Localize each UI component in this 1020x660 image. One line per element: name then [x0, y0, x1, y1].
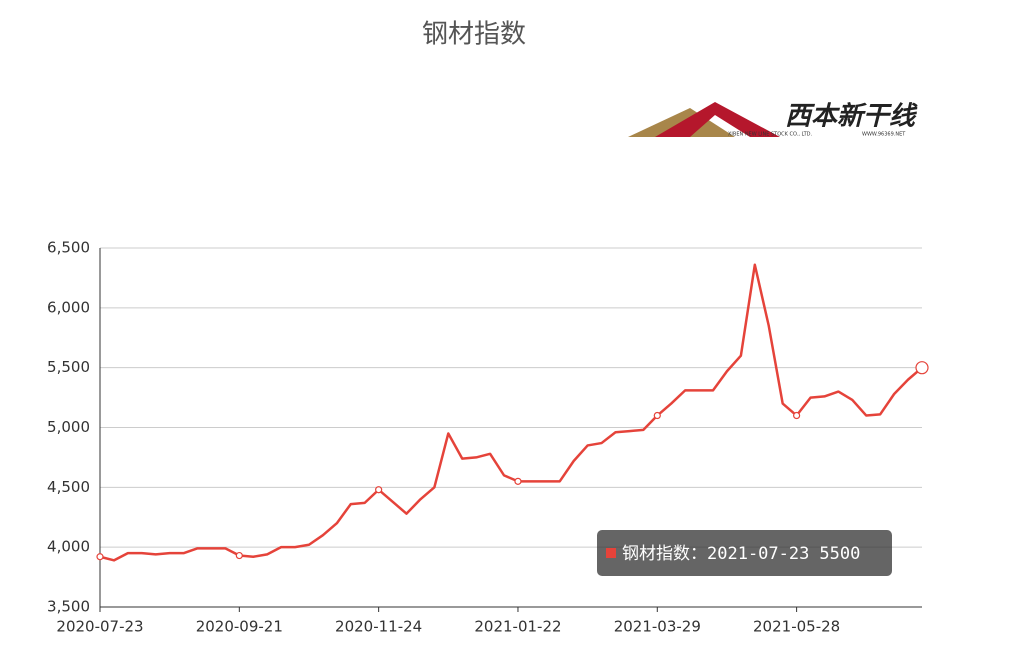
x-tick-label: 2021-05-28	[753, 618, 840, 636]
logo-company: XIBEN NEW LINE STOCK CO., LTD.	[728, 132, 813, 138]
y-tick-label: 5,500	[47, 358, 90, 376]
tooltip-text: 钢材指数：2021-07-23 5500	[622, 544, 860, 564]
chart-title: 钢材指数	[422, 20, 526, 50]
tooltip: 钢材指数：2021-07-23 5500	[597, 530, 892, 576]
logo-name: 西本新干线	[785, 102, 918, 132]
tooltip-date: 2021-07-23	[707, 544, 809, 564]
point-marker	[653, 411, 661, 420]
y-tick-label: 6,000	[47, 298, 90, 316]
x-tick-label: 2020-07-23	[56, 618, 143, 636]
point-marker	[375, 486, 383, 494]
x-tick-label: 2021-01-22	[474, 618, 561, 636]
y-tick-label: 4,500	[47, 478, 90, 496]
x-tick-label: 2020-09-21	[196, 618, 283, 636]
point-marker	[96, 553, 104, 561]
series-line	[99, 263, 923, 562]
y-tick-label: 6,500	[47, 239, 90, 257]
tooltip-series: 钢材指数：	[622, 544, 707, 564]
logo-shape	[655, 102, 780, 137]
logo: 西本新干线 XIBEN NEW LINE STOCK CO., LTD. WWW…	[628, 102, 918, 138]
x-tick-label: 2020-11-24	[335, 618, 422, 636]
logo-site: WWW.96369.NET	[862, 132, 906, 138]
y-tick-label: 3,500	[47, 598, 90, 616]
tooltip-swatch	[606, 548, 616, 558]
point-marker	[514, 477, 522, 485]
point-marker	[793, 411, 801, 420]
point-marker	[235, 551, 243, 560]
tooltip-value: 5500	[819, 544, 860, 564]
y-tick-label: 5,000	[47, 418, 90, 436]
x-tick-label: 2021-03-29	[614, 618, 701, 636]
tooltip-box	[597, 530, 892, 576]
point-marker	[915, 361, 929, 375]
y-tick-label: 4,000	[47, 538, 90, 556]
